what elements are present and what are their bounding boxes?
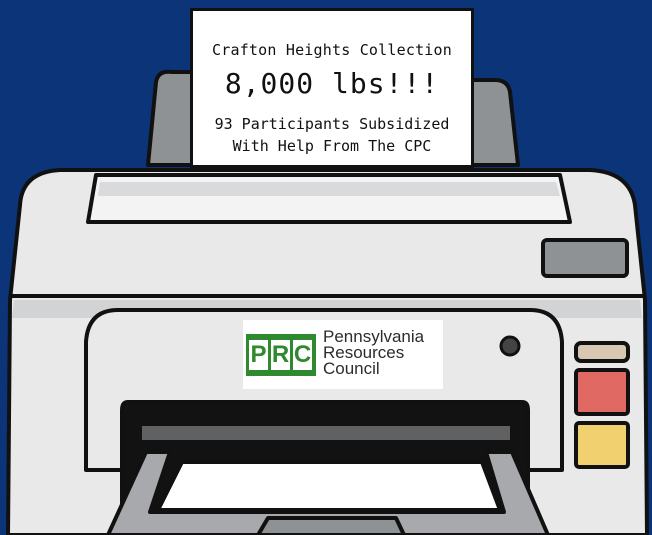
prc-logo: P R C Pennsylvania Resources Council <box>243 320 443 389</box>
prc-logo-mark: P R C <box>246 334 316 376</box>
logo-wordmark: Pennsylvania Resources Council <box>323 327 425 378</box>
button-bottom <box>574 421 630 469</box>
power-button <box>499 335 521 357</box>
logo-word-pennsylvania: Pennsylvania <box>323 327 425 346</box>
printed-sheet: Crafton Heights Collection 8,000 lbs!!! … <box>190 8 474 168</box>
tray-handle <box>256 516 406 535</box>
logo-word-council: Council <box>323 359 380 378</box>
display-window <box>541 238 629 278</box>
sheet-line-help: With Help From The CPC <box>232 137 432 155</box>
logo-letter-c: C <box>293 340 312 370</box>
paper-tray-back-right <box>464 78 520 167</box>
sheet-line-participants: 93 Participants Subsidized <box>214 115 450 133</box>
feed-paper <box>156 460 502 512</box>
logo-letter-r: R <box>271 340 290 370</box>
sheet-line-collection: Crafton Heights Collection <box>212 41 452 59</box>
slot-bar <box>142 426 510 440</box>
button-middle <box>574 368 630 416</box>
sheet-line-weight: 8,000 lbs!!! <box>224 67 440 100</box>
logo-letter-p: P <box>249 340 268 370</box>
button-top <box>574 341 630 363</box>
front-tray <box>106 450 550 535</box>
output-slot-shadow <box>98 182 560 196</box>
logo-word-resources: Resources <box>323 343 405 362</box>
